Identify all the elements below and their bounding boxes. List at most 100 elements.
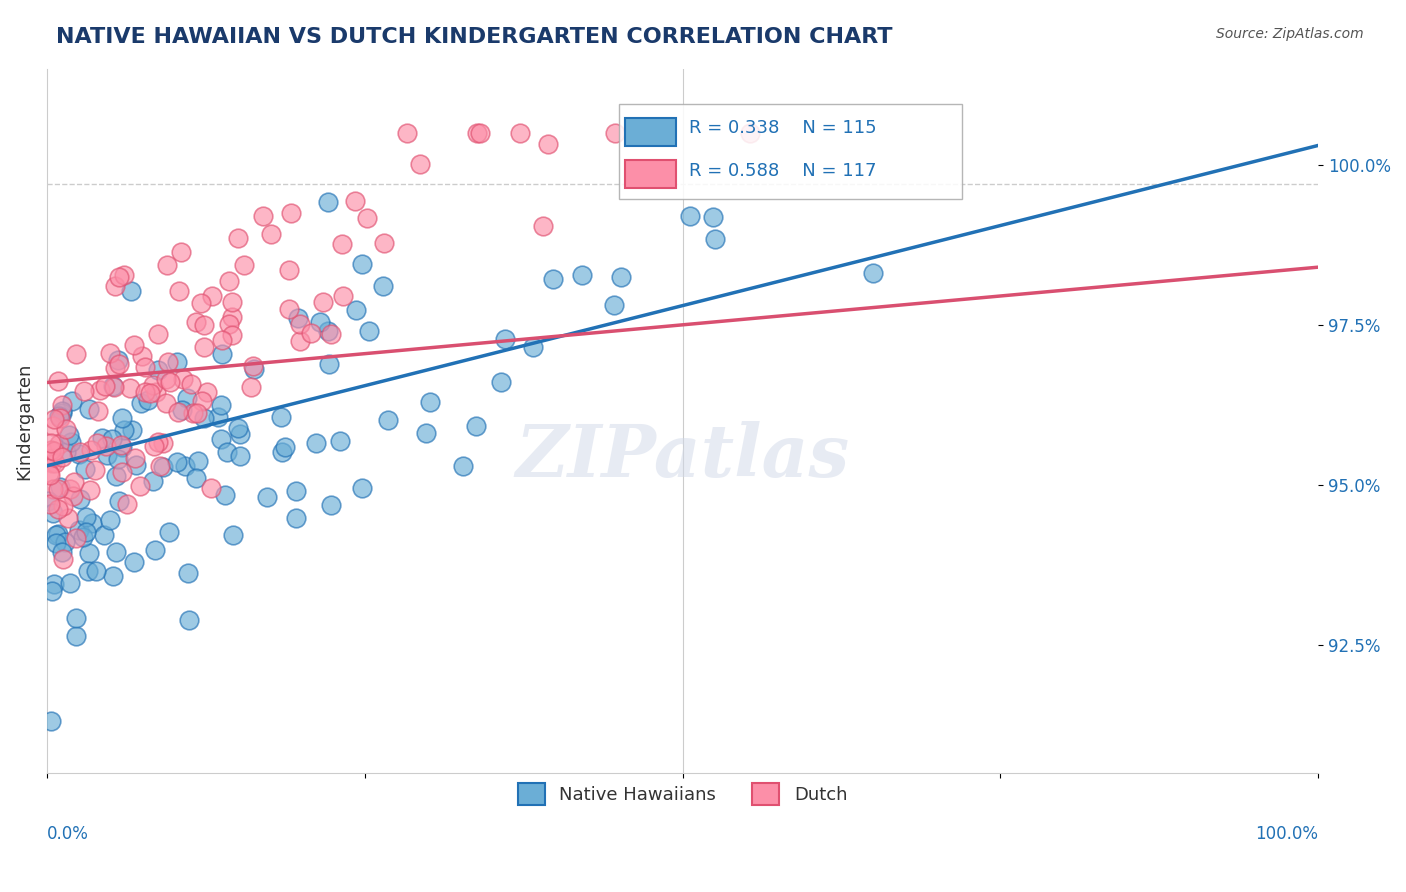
Point <box>278 301 301 316</box>
Point <box>221 328 243 343</box>
Point <box>136 392 159 407</box>
Point <box>111 440 134 454</box>
Point <box>56 510 79 524</box>
FancyBboxPatch shape <box>619 103 962 199</box>
Point <box>122 338 145 352</box>
Point <box>98 513 121 527</box>
Point <box>129 479 152 493</box>
Point <box>77 401 100 416</box>
Point <box>172 403 194 417</box>
Point <box>242 359 264 373</box>
Point <box>571 268 593 282</box>
Point <box>62 489 84 503</box>
Point <box>67 523 90 537</box>
Point <box>87 403 110 417</box>
Point <box>285 483 308 498</box>
Point <box>229 449 252 463</box>
Point <box>48 409 70 424</box>
Text: 0.0%: 0.0% <box>46 824 89 843</box>
Point <box>59 483 82 497</box>
Point <box>65 611 87 625</box>
Point <box>316 324 339 338</box>
Point <box>274 440 297 454</box>
Point <box>180 376 202 391</box>
Point <box>105 468 128 483</box>
Point <box>603 126 626 140</box>
Point <box>108 493 131 508</box>
Point <box>111 466 134 480</box>
Point <box>415 425 437 440</box>
Point <box>96 448 118 462</box>
Point <box>79 483 101 498</box>
Point <box>218 274 240 288</box>
Point <box>118 381 141 395</box>
Point <box>142 474 165 488</box>
Point <box>177 613 200 627</box>
Point <box>59 576 82 591</box>
Point <box>72 530 94 544</box>
Point <box>110 438 132 452</box>
Point <box>42 482 65 496</box>
Point <box>173 458 195 473</box>
Point <box>124 451 146 466</box>
Point <box>67 447 90 461</box>
Point <box>93 528 115 542</box>
Point <box>252 209 274 223</box>
Point <box>240 380 263 394</box>
Point <box>42 506 65 520</box>
Point <box>270 409 292 424</box>
Point <box>522 340 544 354</box>
Point <box>184 315 207 329</box>
Point <box>60 394 83 409</box>
Point <box>465 126 488 140</box>
Point <box>63 475 86 490</box>
Point <box>139 386 162 401</box>
Point <box>321 498 343 512</box>
Point <box>101 569 124 583</box>
Point <box>200 481 222 495</box>
Point <box>256 490 278 504</box>
Point <box>51 406 73 420</box>
Point <box>142 378 165 392</box>
Point <box>308 315 330 329</box>
Point <box>610 270 633 285</box>
Point <box>111 410 134 425</box>
Point <box>299 326 322 340</box>
Point <box>48 436 70 450</box>
Point <box>45 535 67 549</box>
Point <box>148 327 170 342</box>
Point <box>172 372 194 386</box>
Point <box>77 564 100 578</box>
Point <box>494 333 516 347</box>
Point <box>214 488 236 502</box>
Legend: Native Hawaiians, Dutch: Native Hawaiians, Dutch <box>509 773 856 814</box>
Point <box>157 355 180 369</box>
Point <box>155 372 177 386</box>
Point <box>104 360 127 375</box>
Point <box>359 325 381 339</box>
Point <box>37 493 59 508</box>
Point <box>75 509 97 524</box>
Point <box>184 471 207 485</box>
Point <box>509 127 531 141</box>
Point <box>90 431 112 445</box>
Point <box>105 545 128 559</box>
Point <box>143 543 166 558</box>
Point <box>125 458 148 472</box>
Y-axis label: Kindergarten: Kindergarten <box>15 362 32 480</box>
Text: Source: ZipAtlas.com: Source: ZipAtlas.com <box>1216 27 1364 41</box>
Point <box>207 409 229 424</box>
Point <box>176 392 198 406</box>
Point <box>146 435 169 450</box>
Point <box>152 459 174 474</box>
Point <box>75 462 97 476</box>
Point <box>79 546 101 560</box>
Point <box>134 359 156 374</box>
Point <box>112 423 135 437</box>
Point <box>862 266 884 280</box>
Point <box>373 235 395 250</box>
Point <box>343 194 366 209</box>
Point <box>229 427 252 442</box>
Point <box>42 444 65 458</box>
Point <box>51 545 73 559</box>
